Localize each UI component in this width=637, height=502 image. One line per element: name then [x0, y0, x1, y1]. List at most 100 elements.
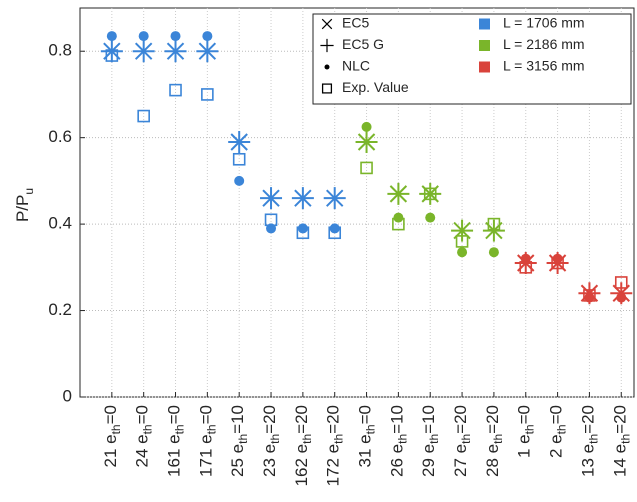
legend-label: EC5: [342, 15, 369, 31]
label-part: =0: [515, 405, 534, 424]
x-tick-label: 171 eth=0: [197, 405, 219, 477]
marker-square: [455, 235, 469, 248]
marker-dot: [393, 212, 404, 223]
marker-square: [321, 83, 333, 94]
label-part: 31 e: [356, 434, 375, 467]
label-part: 23 e: [261, 444, 280, 477]
label-sub: th: [491, 434, 505, 444]
y-tick-label: 0: [63, 386, 72, 405]
marker-square: [137, 109, 150, 123]
marker-plus: [164, 40, 187, 63]
label-part: =20: [483, 405, 502, 434]
marker-dot: [552, 253, 563, 264]
marker-square: [487, 217, 501, 231]
label-part: 25 e: [229, 444, 248, 477]
label-part: 14 e: [611, 444, 630, 477]
category-markers: [451, 219, 474, 258]
marker-square: [360, 161, 373, 175]
marker-dot: [138, 31, 149, 42]
marker-square: [105, 49, 119, 62]
label-part: =0: [356, 405, 375, 424]
x-tick-label: 13 eth=20: [579, 405, 601, 477]
category-markers: [419, 182, 442, 223]
legend-symbol: [320, 38, 334, 53]
category-markers: [578, 282, 601, 305]
legend-box: [312, 13, 632, 105]
y-tick-label: 0.8: [48, 41, 72, 60]
label-part: =20: [324, 405, 343, 434]
category-markers: [164, 31, 187, 97]
label-part: 24 e: [133, 434, 152, 467]
label-sub: th: [141, 424, 155, 434]
label-part: =10: [388, 405, 407, 434]
category-markers: [323, 187, 346, 240]
label-part: =20: [292, 405, 311, 434]
x-tick-label: 29 eth=10: [420, 405, 442, 477]
marker-plus: [387, 182, 410, 205]
y-tick-label: 0.4: [48, 214, 72, 233]
marker-plus: [323, 187, 346, 210]
marker-dot: [425, 212, 436, 223]
label-sub: th: [459, 434, 473, 444]
label-part: 1 e: [515, 434, 534, 458]
legend-symbol: [321, 83, 333, 94]
marker-plus: [291, 187, 314, 210]
marker-plus: [320, 38, 334, 53]
marker-square: [232, 152, 246, 166]
marker-dot: [361, 121, 372, 132]
x-tick-label: 24 eth=0: [133, 405, 155, 468]
label-sub: th: [173, 424, 187, 434]
x-tick-label: 161 eth=0: [165, 405, 187, 477]
legend-label: NLC: [342, 58, 370, 74]
label-part: 13 e: [579, 444, 598, 477]
marker-square: [392, 217, 405, 231]
legend-label: EC5 G: [342, 36, 384, 52]
marker-dot: [170, 31, 181, 42]
x-tick-label: 2 eth=0: [547, 405, 569, 458]
label-sub: th: [205, 424, 219, 434]
label-part: =0: [547, 405, 566, 424]
x-tick-label: 21 eth=0: [101, 405, 123, 468]
label-sub: th: [523, 424, 537, 434]
label-part: 162 e: [292, 444, 311, 487]
label-sub: th: [236, 434, 250, 444]
x-tick-label: 172 eth=20: [324, 405, 346, 486]
label-part: =20: [579, 405, 598, 434]
x-tick-label: 23 eth=20: [261, 405, 283, 477]
marker-dot: [457, 247, 468, 258]
label-part: 2 e: [547, 434, 566, 458]
marker-dot: [106, 31, 117, 42]
label-sub: th: [396, 434, 410, 444]
label-part: 21 e: [101, 434, 120, 467]
y-tick-label: 0.6: [48, 127, 72, 146]
legend-label: L = 3156 mm: [503, 58, 585, 74]
label-part: =10: [229, 405, 248, 434]
marker-square: [583, 289, 596, 302]
legend-label: L = 2186 mm: [503, 36, 585, 52]
marker-plus: [260, 187, 283, 210]
legend-symbol: [321, 18, 333, 30]
marker-square: [551, 256, 564, 270]
marker-x: [321, 18, 333, 30]
label-part: 29 e: [420, 444, 439, 477]
label-sub: th: [618, 434, 632, 444]
marker-dot: [234, 175, 245, 186]
legend-swatch: [479, 18, 490, 30]
label-sub: th: [555, 424, 569, 434]
label-part: 171 e: [197, 434, 216, 477]
label-part: =20: [611, 405, 630, 434]
label-sub: th: [332, 434, 346, 444]
marker-square: [169, 83, 182, 97]
x-tick-label: 31 eth=0: [356, 405, 378, 468]
marker-dot: [297, 223, 308, 234]
marker-square: [296, 226, 310, 240]
legend: EC5 EC5 G NLC Exp. Value L = 1706 mm L = 2186…: [312, 13, 632, 105]
x-tick-label: 25 eth=10: [229, 405, 251, 477]
label-part: =0: [165, 405, 184, 424]
x-tick-label: 28 eth=20: [483, 405, 505, 477]
marker-square: [614, 276, 628, 289]
label-part: =20: [261, 405, 280, 434]
y-axis-label: P/Pu: [13, 188, 36, 222]
marker-dot: [488, 247, 499, 258]
